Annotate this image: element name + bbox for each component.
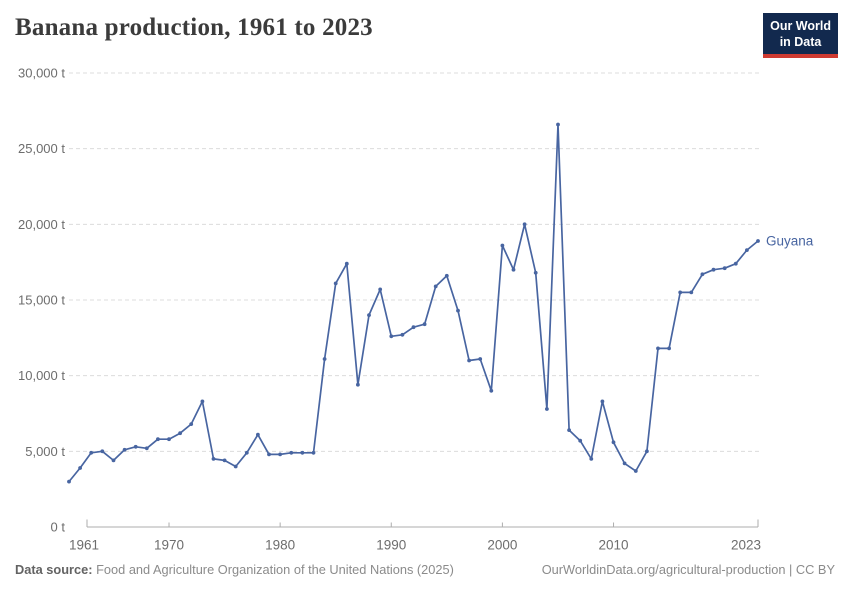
logo-line-2: in Data — [779, 35, 822, 49]
data-point[interactable] — [733, 261, 738, 266]
data-point[interactable] — [67, 479, 71, 484]
data-point[interactable] — [622, 461, 627, 466]
data-point[interactable] — [489, 388, 494, 393]
data-point[interactable] — [189, 422, 194, 426]
x-tick-label: 2010 — [599, 538, 629, 553]
series-line-guyana[interactable] — [68, 123, 759, 483]
data-point[interactable] — [756, 239, 760, 243]
data-point[interactable] — [700, 272, 705, 277]
data-point[interactable] — [667, 346, 671, 351]
data-point[interactable] — [444, 273, 449, 278]
data-point[interactable] — [433, 284, 438, 289]
data-point[interactable] — [356, 382, 360, 387]
data-point[interactable] — [167, 437, 171, 442]
data-point[interactable] — [722, 266, 727, 271]
data-point[interactable] — [556, 122, 560, 127]
data-point[interactable] — [478, 357, 483, 361]
data-point[interactable] — [344, 261, 349, 266]
data-point[interactable] — [256, 432, 260, 437]
data-point[interactable] — [456, 308, 460, 313]
data-point[interactable] — [211, 457, 216, 461]
data-point[interactable] — [89, 450, 94, 455]
data-point[interactable] — [745, 248, 749, 253]
data-point[interactable] — [545, 407, 549, 411]
y-tick-label: 25,000 t — [18, 141, 65, 156]
data-point[interactable] — [111, 458, 116, 463]
data-point[interactable] — [411, 325, 416, 330]
data-point[interactable] — [689, 290, 694, 295]
data-point[interactable] — [100, 449, 105, 454]
data-point[interactable] — [645, 449, 649, 454]
y-tick-label: 20,000 t — [18, 217, 65, 232]
data-point[interactable] — [333, 281, 338, 286]
x-tick-label: 2000 — [487, 538, 517, 553]
data-point[interactable] — [678, 290, 683, 295]
data-point[interactable] — [578, 438, 583, 443]
data-point[interactable] — [122, 447, 127, 452]
data-point[interactable] — [233, 464, 238, 469]
data-point[interactable] — [200, 399, 205, 404]
data-point[interactable] — [133, 444, 138, 449]
data-point[interactable] — [278, 452, 282, 457]
data-point[interactable] — [522, 222, 527, 227]
data-source-note: Data source: Food and Agriculture Organi… — [15, 562, 454, 577]
series-label-guyana: Guyana — [766, 233, 814, 248]
data-point[interactable] — [322, 357, 327, 361]
data-source-text: Food and Agriculture Organization of the… — [96, 562, 454, 577]
data-point[interactable] — [367, 313, 371, 317]
data-point[interactable] — [267, 452, 271, 457]
data-point[interactable] — [511, 267, 516, 272]
x-tick-label: 2023 — [731, 538, 761, 553]
y-tick-label: 15,000 t — [18, 293, 65, 308]
data-point[interactable] — [156, 437, 160, 442]
data-point[interactable] — [389, 334, 394, 339]
data-point[interactable] — [611, 440, 616, 445]
data-source-label: Data source: — [15, 562, 93, 577]
data-point[interactable] — [422, 322, 427, 327]
data-point[interactable] — [289, 450, 294, 455]
x-tick-label: 1970 — [154, 538, 184, 553]
chart-title: Banana production, 1961 to 2023 — [15, 14, 373, 41]
x-tick-label: 1961 — [69, 538, 99, 553]
y-tick-label: 30,000 t — [18, 66, 65, 81]
data-point[interactable] — [78, 466, 82, 470]
data-point[interactable] — [589, 457, 594, 461]
chart-footer: Data source: Food and Agriculture Organi… — [15, 562, 835, 577]
attribution-link[interactable]: OurWorldinData.org/agricultural-producti… — [541, 562, 835, 577]
data-point[interactable] — [533, 270, 538, 275]
data-point[interactable] — [222, 458, 227, 463]
data-point[interactable] — [656, 346, 660, 351]
owid-logo[interactable]: Our World in Data — [763, 13, 838, 58]
y-tick-label: 10,000 t — [18, 368, 65, 383]
data-point[interactable] — [467, 358, 471, 363]
data-point[interactable] — [178, 431, 183, 436]
y-tick-label: 5,000 t — [25, 444, 65, 459]
x-tick-label: 1980 — [265, 538, 295, 553]
x-tick-label: 1990 — [376, 538, 406, 553]
data-point[interactable] — [500, 243, 505, 248]
y-tick-label: 0 t — [51, 520, 66, 535]
data-point[interactable] — [144, 446, 149, 451]
data-point[interactable] — [633, 469, 638, 473]
data-point[interactable] — [378, 287, 383, 292]
data-point[interactable] — [567, 428, 571, 432]
data-point[interactable] — [244, 450, 249, 455]
logo-line-1: Our World — [770, 19, 831, 33]
data-point[interactable] — [400, 332, 405, 337]
data-point[interactable] — [300, 450, 305, 455]
data-point[interactable] — [311, 450, 316, 455]
data-point[interactable] — [711, 267, 716, 272]
data-point[interactable] — [600, 399, 605, 404]
